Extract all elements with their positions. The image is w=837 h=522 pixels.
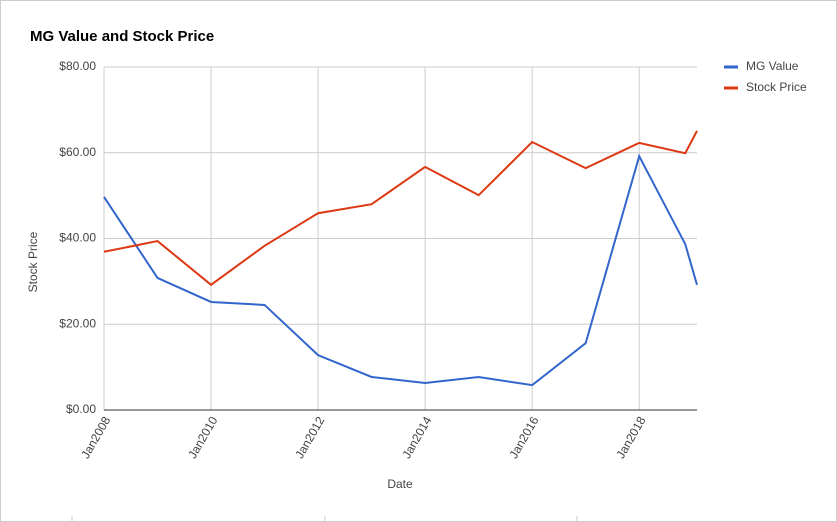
y-tick-label: $40.00 [59, 231, 96, 245]
y-axis-label: Stock Price [26, 231, 40, 292]
line-series [103, 153, 698, 387]
y-tick-label: $80.00 [59, 59, 96, 73]
y-tick-label: $20.00 [59, 316, 96, 330]
y-tick-label: $0.00 [66, 402, 96, 416]
chart-title: MG Value and Stock Price [30, 28, 214, 45]
legend-label: MG Value [746, 59, 799, 73]
line-series [103, 130, 698, 287]
legend-label: Stock Price [746, 80, 807, 94]
y-tick-label: $60.00 [59, 145, 96, 159]
x-axis-label: Date [387, 477, 413, 491]
